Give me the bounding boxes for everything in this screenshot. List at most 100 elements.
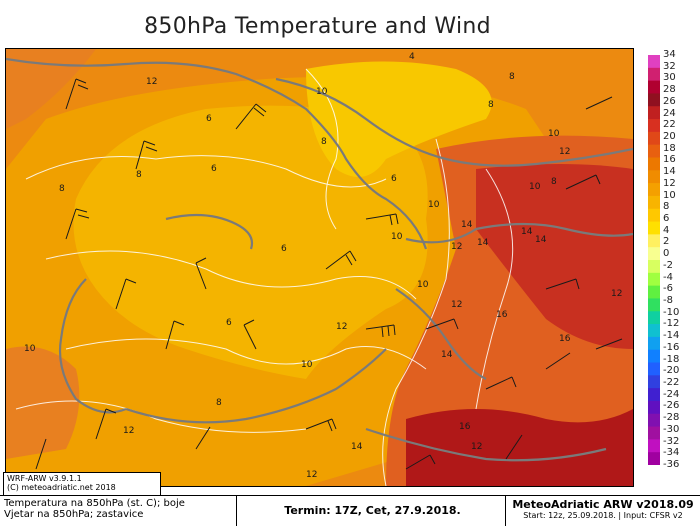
zone-yellow — [73, 105, 428, 379]
colorbar-swatch — [648, 452, 660, 466]
contour-label: 12 — [611, 289, 622, 299]
colorbar-tick-label: 16 — [663, 154, 676, 166]
colorbar-tick-label: -22 — [663, 377, 680, 388]
contour-label: 8 — [551, 177, 557, 187]
contour-label: 12 — [306, 470, 317, 480]
contour-label: 8 — [488, 100, 494, 110]
colorbar-strip — [648, 55, 660, 466]
colorbar-tick-label: -2 — [663, 259, 673, 271]
colorbar-tick-label: -28 — [663, 412, 680, 424]
colorbar-tick-label: 2 — [663, 236, 670, 248]
contour-labels: 4810128681068861012814121612106141410126… — [24, 52, 622, 480]
colorbar-swatch — [648, 183, 660, 197]
colorbar-tick-label: 30 — [663, 72, 676, 84]
colorbar-swatch — [648, 336, 660, 351]
colorbar-swatch — [648, 285, 660, 299]
brand-block: MeteoAdriatic ARW v2018.09 Start: 12z, 2… — [508, 498, 698, 520]
contour-label: 6 — [211, 164, 217, 174]
contour-label: 8 — [216, 398, 222, 408]
colorbar-swatch — [648, 272, 660, 287]
contour-label: 12 — [123, 426, 134, 436]
colorbar-swatch — [648, 349, 660, 363]
colorbar-tick-label: -32 — [663, 435, 680, 447]
contour-label: 12 — [146, 77, 157, 87]
contour-label: 10 — [428, 200, 440, 210]
model-info-box: WRF-ARW v3.9.1.1 (C) meteoadriatic.net 2… — [3, 472, 161, 498]
colorbar-tick-label: 12 — [663, 177, 676, 189]
colorbar-tick-label: 24 — [663, 107, 676, 119]
colorbar-swatch — [648, 311, 660, 325]
colorbar-swatch — [648, 144, 660, 158]
colorbar-swatch — [648, 80, 660, 94]
colorbar-swatch — [648, 55, 660, 69]
contour-label: 16 — [459, 422, 471, 432]
colorbar-tick-label: 20 — [663, 131, 676, 142]
legend-description: Temperatura na 850hPa (st. C); boje Vjet… — [4, 498, 234, 520]
colorbar-swatch — [648, 439, 660, 453]
contour-label: 6 — [281, 244, 287, 254]
temperature-field: 4810128681068861012814121612106141410126… — [6, 49, 633, 486]
weather-map: 4 8 10 12 8 6 8 10 6 8 8 6 10 12 8 14 12 16 12 10 6 14 14 10 12 6… — [5, 48, 634, 487]
contour-label: 10 — [548, 129, 560, 139]
colorbar-swatch — [648, 131, 660, 146]
contour-label: 14 — [351, 442, 363, 452]
colorbar-tick-label: -18 — [663, 353, 680, 365]
contour-label: 10 — [391, 232, 403, 242]
contour-label: 14 — [461, 220, 473, 230]
wind-barbs — [35, 78, 623, 470]
colorbar-swatch — [648, 400, 660, 415]
zone-red-east — [476, 164, 633, 349]
colorbar-tick-label: -36 — [663, 459, 680, 470]
contour-label: 8 — [59, 184, 65, 194]
colorbar-swatch — [648, 195, 660, 210]
contour-label: 12 — [451, 242, 462, 252]
colorbar-swatch — [648, 298, 660, 312]
contour-label: 12 — [559, 147, 570, 157]
contour-label: 12 — [451, 300, 462, 310]
colorbar-swatch — [648, 324, 660, 338]
legend-wind: Vjetar na 850hPa; zastavice — [4, 509, 144, 520]
colorbar-swatch — [648, 106, 660, 120]
contour-label: 8 — [321, 137, 327, 147]
colorbar-tick-label: 6 — [663, 213, 670, 224]
zone-dark-orange-west — [6, 49, 96, 129]
coastlines — [6, 57, 633, 462]
brand-name: MeteoAdriatic ARW v2018.09 — [512, 498, 694, 511]
colorbar-tick-label: -12 — [663, 318, 680, 330]
contour-label: 12 — [336, 322, 347, 332]
forecast-time: Termin: 17Z, Cet, 27.9.2018. — [284, 504, 461, 517]
contour-label: 12 — [471, 442, 482, 452]
colorbar-swatch — [648, 413, 660, 428]
colorbar-swatch — [648, 247, 660, 261]
colorbar-tick-label: -14 — [663, 330, 680, 342]
colorbar-swatch — [648, 119, 660, 133]
colorbar-swatch — [648, 67, 660, 82]
colorbar-tick-label: -30 — [663, 423, 680, 435]
colorbar-swatch — [648, 208, 660, 223]
contour-label: 4 — [409, 52, 415, 62]
colorbar-tick-label: 14 — [663, 166, 676, 178]
contour-label: 14 — [535, 235, 547, 245]
colorbar-swatch — [648, 234, 660, 248]
colorbar-swatch — [648, 426, 660, 440]
zone-yellow-core — [306, 61, 492, 177]
colorbar-tick-label: 26 — [663, 95, 676, 107]
colorbar-tick-label: 28 — [663, 84, 676, 96]
model-version: WRF-ARW v3.9.1.1 — [7, 474, 82, 483]
copyright: (C) meteoadriatic.net 2018 — [7, 483, 116, 492]
footer: Temperatura na 850hPa (st. C); boje Vjet… — [0, 495, 700, 526]
run-start: Start: 12z, 25.09.2018. | Input: CFSR v2 — [523, 511, 683, 520]
contour-label: 10 — [529, 182, 541, 192]
legend-temperature: Temperatura na 850hPa (st. C); boje — [4, 498, 185, 509]
colorbar-tick-label: 4 — [663, 224, 670, 236]
colorbar-tick-label: -10 — [663, 306, 680, 318]
colorbar-tick-label: 32 — [663, 60, 676, 72]
contour-label: 6 — [206, 114, 212, 124]
isotherms — [15, 68, 514, 486]
colorbar-tick-label: -8 — [663, 295, 673, 306]
colorbar-tick-label: -4 — [663, 271, 673, 283]
footer-divider — [236, 496, 237, 526]
colorbar-tick-label: 34 — [663, 49, 676, 60]
map-title: 850hPa Temperature and Wind — [144, 14, 491, 39]
contour-label: 16 — [496, 310, 508, 320]
